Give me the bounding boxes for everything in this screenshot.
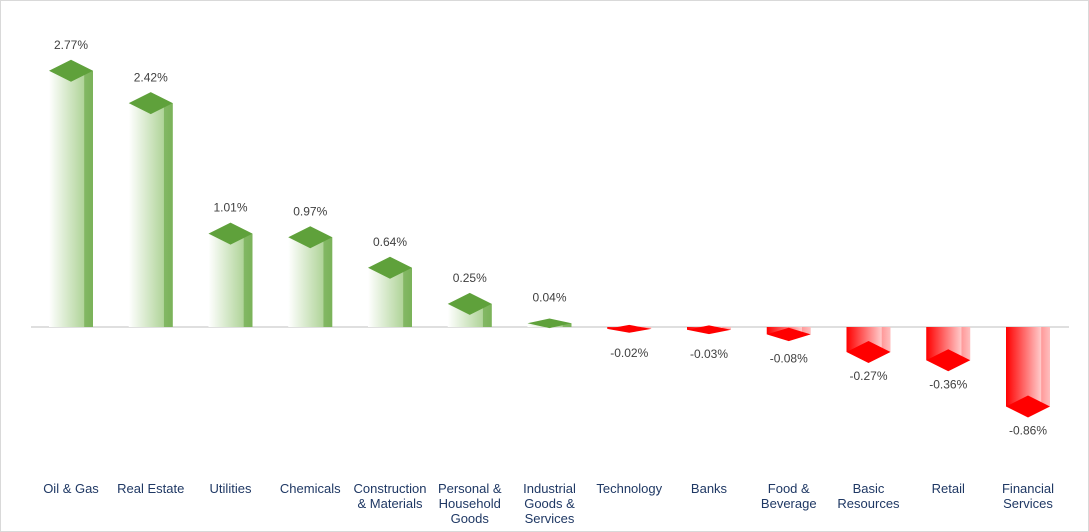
bar-cap	[208, 222, 253, 245]
x-tick-label: Technology	[596, 481, 663, 496]
value-label: 2.77%	[54, 38, 88, 52]
x-tick-label: Basic Resources	[837, 481, 900, 511]
value-label: 0.64%	[373, 235, 407, 249]
bar-cap	[49, 59, 93, 82]
x-tick-label: Construction & Materials	[353, 481, 427, 511]
bar-side	[961, 327, 971, 361]
bar-cap	[288, 226, 333, 249]
bar-side	[881, 327, 891, 352]
bar-side	[243, 233, 253, 327]
bar-cap	[687, 325, 731, 335]
bar-cap	[128, 92, 173, 115]
bar-cap	[766, 327, 811, 342]
value-label: -0.27%	[849, 369, 887, 383]
x-tick-label: Utilities	[209, 481, 252, 496]
value-label: 2.42%	[134, 70, 168, 84]
x-tick-label: Financial Services	[1001, 481, 1055, 511]
x-tick-label: Industrial Goods & Services	[523, 481, 576, 526]
bar-cap	[926, 349, 971, 372]
value-label: -0.02%	[610, 346, 648, 360]
value-label: -0.36%	[929, 377, 967, 391]
bar-side	[403, 267, 412, 327]
bar-side	[323, 237, 333, 327]
bar-cap	[1006, 395, 1050, 418]
value-label: -0.86%	[1009, 424, 1047, 438]
bar-cap	[846, 340, 891, 363]
value-label: 1.01%	[213, 201, 247, 215]
bar-side	[1041, 327, 1050, 407]
value-label: 0.97%	[293, 204, 327, 218]
x-tick-label: Oil & Gas	[43, 481, 99, 496]
bar-cap	[447, 292, 492, 315]
bar-cap	[368, 256, 412, 279]
x-tick-label: Retail	[931, 481, 965, 496]
bar-side	[84, 70, 93, 328]
bar	[1006, 327, 1050, 407]
value-label: -0.08%	[770, 352, 808, 366]
x-tick-label: Food & Beverage	[760, 481, 817, 511]
value-label: -0.03%	[690, 347, 728, 361]
x-tick-label: Banks	[690, 481, 728, 496]
value-label: 0.04%	[532, 290, 566, 304]
bar	[447, 303, 492, 327]
bar-side	[163, 103, 173, 328]
bar-side	[482, 303, 492, 327]
x-tick-label: Chemicals	[279, 481, 341, 496]
value-label: 0.25%	[453, 271, 487, 285]
bar-cap	[607, 324, 652, 333]
bar-cap	[527, 318, 572, 329]
x-tick-label: Real Estate	[117, 481, 185, 496]
x-tick-label: Personal & Household Goods	[437, 481, 502, 526]
